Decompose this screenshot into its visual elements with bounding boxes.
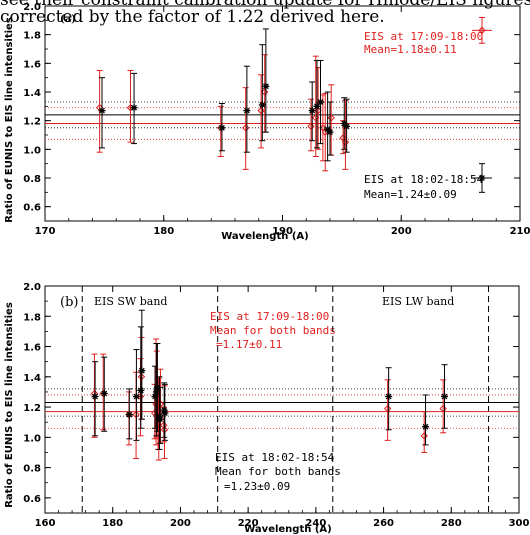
black-data-point-a	[262, 28, 270, 133]
black-data-point-b	[422, 394, 430, 446]
diamond-marker	[241, 124, 250, 132]
x-tick-label-a: 180	[153, 226, 174, 237]
band-label-lw: EIS LW band	[382, 295, 454, 308]
x-tick-label-a: 190	[272, 226, 293, 237]
x-axis-label-b: Wavelength (A)	[244, 524, 331, 535]
y-tick-label-a: 1.4	[23, 88, 41, 99]
y-tick-label-a: 1.8	[23, 31, 41, 42]
figure-caption: see their constraint calibration update …	[0, 0, 530, 30]
y-tick-label-a: 1.6	[23, 59, 41, 70]
black-data-point-a	[258, 44, 266, 142]
y-tick-label-a: 2.0	[23, 2, 41, 13]
red-data-point-a	[217, 105, 225, 157]
x-tick-label-b: 220	[238, 518, 259, 529]
annotation-black-mean-line2-b: =1.23±0.09	[224, 480, 290, 493]
diamond-marker	[439, 404, 447, 413]
diamond-marker	[420, 432, 428, 440]
panel-b: (b) EIS SW band EIS LW band EIS at 17:09…	[4, 282, 529, 535]
annotation-red-mean-a: Mean=1.18±0.11	[364, 43, 457, 56]
caption-line-2: corrected by the factor of 1.22 derived …	[0, 7, 385, 27]
y-tick-label-a: 0.8	[23, 174, 41, 185]
y-tick-label-b: 1.6	[23, 343, 41, 354]
black-data-point-a	[243, 65, 251, 153]
y-tick-label-b: 0.8	[23, 464, 41, 475]
y-tick-label-b: 2.0	[23, 282, 41, 293]
annotation-red-title-a: EIS at 17:09-18:00	[364, 30, 483, 43]
red-data-point-a	[307, 98, 315, 152]
x-tick-label-b: 200	[170, 518, 191, 529]
red-data-point-a	[341, 100, 350, 170]
red-data-point-a	[327, 84, 335, 156]
y-tick-label-a: 1.0	[23, 145, 41, 156]
red-data-point-a	[241, 87, 250, 170]
black-data-point-b	[132, 349, 140, 441]
diamond-marker	[307, 122, 315, 131]
black-data-point-b	[156, 386, 164, 444]
black-data-point-a	[98, 77, 106, 149]
black-data-point-a	[326, 101, 334, 156]
y-tick-label-b: 1.4	[23, 373, 41, 384]
red-data-point-a	[257, 74, 265, 149]
annotation-black-title-b: EIS at 18:02-18:54	[215, 451, 335, 464]
diamond-marker	[327, 114, 335, 122]
annotation-red-mean-line2-b: =1.17±0.11	[216, 338, 282, 351]
diamond-marker	[257, 106, 265, 115]
y-tick-label-a: 1.2	[23, 117, 41, 128]
y-axis-label-b: Ratio of EUNIS to EIS line intensities	[4, 302, 15, 508]
black-data-point-a	[343, 98, 351, 153]
plot-frame-b	[44, 285, 520, 514]
x-axis-label-a: Wavelength (A)	[221, 231, 308, 242]
x-tick-label-b: 180	[102, 518, 123, 529]
red-data-point-b	[383, 379, 392, 441]
panel-label-a: (a)	[60, 14, 76, 25]
black-data-point-a	[218, 102, 226, 152]
annotation-black-title-a: EIS at 18:02-18:54	[364, 173, 484, 186]
panel-label-b: (b)	[60, 295, 78, 310]
black-data-point-b	[137, 326, 145, 429]
x-tick-label-b: 260	[373, 518, 394, 529]
red-data-point-b	[420, 411, 428, 453]
band-label-sw: EIS SW band	[94, 295, 167, 308]
panel-a: (a) EIS at 17:09-18:00 Mean=1.18±0.11 EI…	[4, 2, 530, 242]
annotation-red-mean-line1-b: Mean for both bands	[210, 324, 336, 337]
black-data-point-b	[441, 364, 449, 429]
black-data-point-b	[125, 388, 133, 440]
diamond-marker	[383, 404, 392, 413]
y-tick-label-a: 0.6	[23, 203, 41, 214]
black-data-point-a	[317, 59, 324, 145]
y-tick-label-b: 0.6	[23, 494, 41, 505]
x-tick-label-b: 280	[441, 518, 462, 529]
diamond-marker	[478, 26, 486, 35]
annotation-black-mean-a: Mean=1.24±0.09	[364, 188, 457, 201]
black-data-point-a	[308, 81, 316, 142]
diamond-marker	[341, 138, 350, 146]
annotation-red-title-b: EIS at 17:09-18:00	[210, 310, 329, 323]
x-tick-label-a: 170	[35, 226, 56, 237]
y-tick-label-b: 1.8	[23, 312, 41, 323]
red-data-point-b	[439, 379, 447, 434]
black-data-point-a	[313, 59, 321, 149]
black-data-point-b	[100, 356, 108, 432]
x-tick-label-a: 200	[391, 226, 412, 237]
black-data-point-a	[130, 72, 138, 145]
black-data-point-b	[91, 361, 99, 437]
black-data-point-b	[161, 383, 169, 441]
x-tick-label-a: 210	[510, 226, 530, 237]
black-data-point-b	[385, 367, 393, 431]
caption-line-1: see their constraint calibration update …	[0, 0, 530, 10]
y-tick-label-b: 1.0	[23, 433, 41, 444]
y-axis-label-a: Ratio of EUNIS to EIS line intensities	[4, 17, 15, 223]
y-tick-label-b: 1.2	[23, 403, 41, 414]
x-tick-label-b: 160	[35, 518, 56, 529]
annotation-black-mean-line1-b: Mean for both bands	[215, 465, 341, 478]
x-tick-label-b: 300	[509, 518, 530, 529]
black-data-point-b	[138, 309, 146, 420]
x-tick-label-b: 240	[305, 518, 326, 529]
